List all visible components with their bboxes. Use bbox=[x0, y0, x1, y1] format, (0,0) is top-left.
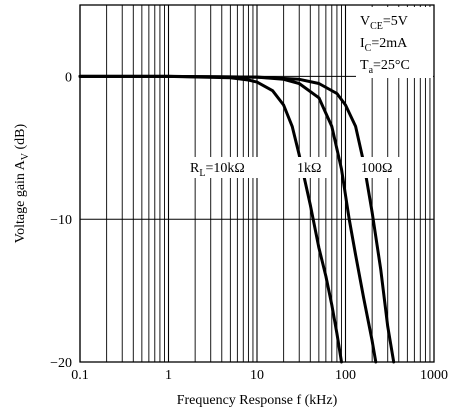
condition-label: IC=2mA bbox=[360, 36, 408, 54]
plot-frame bbox=[79, 4, 435, 363]
series-line-2 bbox=[78, 74, 396, 364]
condition-label: VCE=5V bbox=[360, 14, 408, 32]
condition-label: Ta=25°C bbox=[360, 58, 410, 76]
y-tick-label: −20 bbox=[50, 356, 72, 371]
series-label-background bbox=[187, 157, 273, 178]
x-tick-label: 1 bbox=[165, 368, 172, 383]
conditions-background bbox=[356, 7, 433, 78]
tick-labels: 0.1 1 10 100 1000 0 −10 −20 bbox=[50, 70, 448, 383]
y-axis-label: Voltage gain AV (dB) bbox=[13, 123, 31, 243]
series-line-0 bbox=[78, 74, 343, 364]
x-tick-label: 1000 bbox=[420, 368, 448, 383]
series-layer bbox=[78, 74, 396, 364]
x-tick-label: 10 bbox=[250, 368, 264, 383]
series-label-0: RL=10kΩ bbox=[190, 161, 245, 179]
series-label-2: 100Ω bbox=[361, 161, 392, 176]
series-label-background bbox=[358, 157, 400, 178]
x-tick-label: 0.1 bbox=[71, 368, 89, 383]
annotations: Frequency Response f (kHz) Voltage gain A… bbox=[13, 14, 410, 408]
x-tick-label: 100 bbox=[335, 368, 356, 383]
x-axis-label: Frequency Response f (kHz) bbox=[177, 393, 338, 408]
series-label-background bbox=[294, 157, 328, 178]
series-label-1: 1kΩ bbox=[297, 161, 321, 176]
grid bbox=[79, 5, 434, 363]
y-tick-label: 0 bbox=[65, 70, 72, 85]
y-tick-label: −10 bbox=[50, 213, 72, 228]
